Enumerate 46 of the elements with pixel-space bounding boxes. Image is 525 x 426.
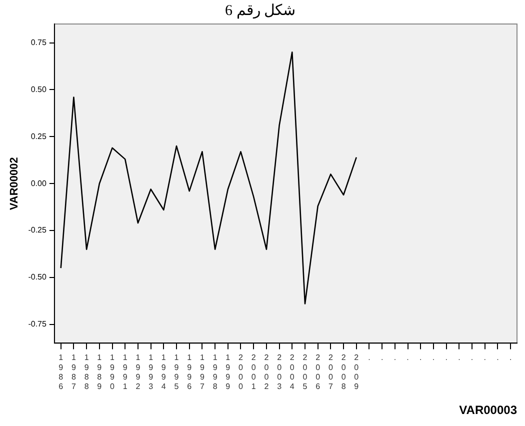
x-tick-label: .	[496, 353, 499, 362]
x-tick-label: .	[420, 353, 422, 362]
x-tick-label: .	[470, 353, 474, 362]
x-tick-label: 2006	[316, 353, 321, 392]
y-tick-label: -0.50	[28, 272, 47, 282]
x-tick-label: 2003	[277, 353, 282, 392]
x-tick-label: .	[484, 353, 486, 362]
x-tick-label: .	[458, 353, 460, 362]
x-tick-label: 1988	[84, 353, 90, 392]
x-tick-label: .	[368, 353, 370, 362]
y-tick-label: -0.75	[28, 320, 47, 329]
y-tick-label: 0.25	[30, 132, 47, 141]
x-tick-label: 1996	[187, 353, 192, 392]
y-axis-title: VAR00002	[8, 157, 21, 210]
x-tick-label: .	[445, 353, 448, 362]
x-tick-label: 1993	[148, 353, 154, 392]
x-axis-title: VAR00003	[459, 403, 518, 418]
x-tick-label: .	[509, 353, 512, 362]
x-tick-label: 2009	[354, 353, 360, 392]
x-tick-label: .	[380, 353, 384, 362]
x-tick-label: 1989	[97, 353, 102, 392]
chart-title: شكل رقم 6	[225, 2, 296, 19]
x-tick-label: 1999	[226, 353, 231, 392]
y-tick-label: 0.75	[30, 38, 47, 47]
x-tick-label: 1986	[58, 353, 64, 392]
x-tick-label: 1997	[200, 353, 205, 392]
x-tick-label: 1995	[174, 353, 180, 392]
x-tick-label: .	[406, 353, 409, 362]
x-tick-label: 2001	[251, 353, 256, 392]
x-tick-label: 2008	[341, 353, 346, 392]
x-tick-label: .	[394, 353, 396, 362]
x-tick-label: 2004	[290, 353, 295, 392]
x-tick-label: 1991	[122, 353, 128, 392]
y-tick-label: -0.25	[28, 226, 47, 235]
x-tick-label: 1998	[212, 353, 218, 392]
x-tick-label: 2002	[264, 353, 270, 392]
x-tick-label: 2007	[328, 353, 334, 392]
x-tick-label: 2000	[238, 353, 244, 392]
x-tick-label: 2005	[302, 353, 308, 392]
y-tick-label: 0.00	[30, 178, 47, 188]
x-tick-label: 1994	[161, 353, 166, 392]
x-tick-label: 1987	[71, 353, 76, 392]
x-tick-label: .	[432, 353, 435, 362]
y-tick-label: 0.50	[30, 84, 47, 94]
x-tick-label: 1990	[110, 353, 116, 392]
x-tick-label: 1992	[136, 353, 141, 392]
